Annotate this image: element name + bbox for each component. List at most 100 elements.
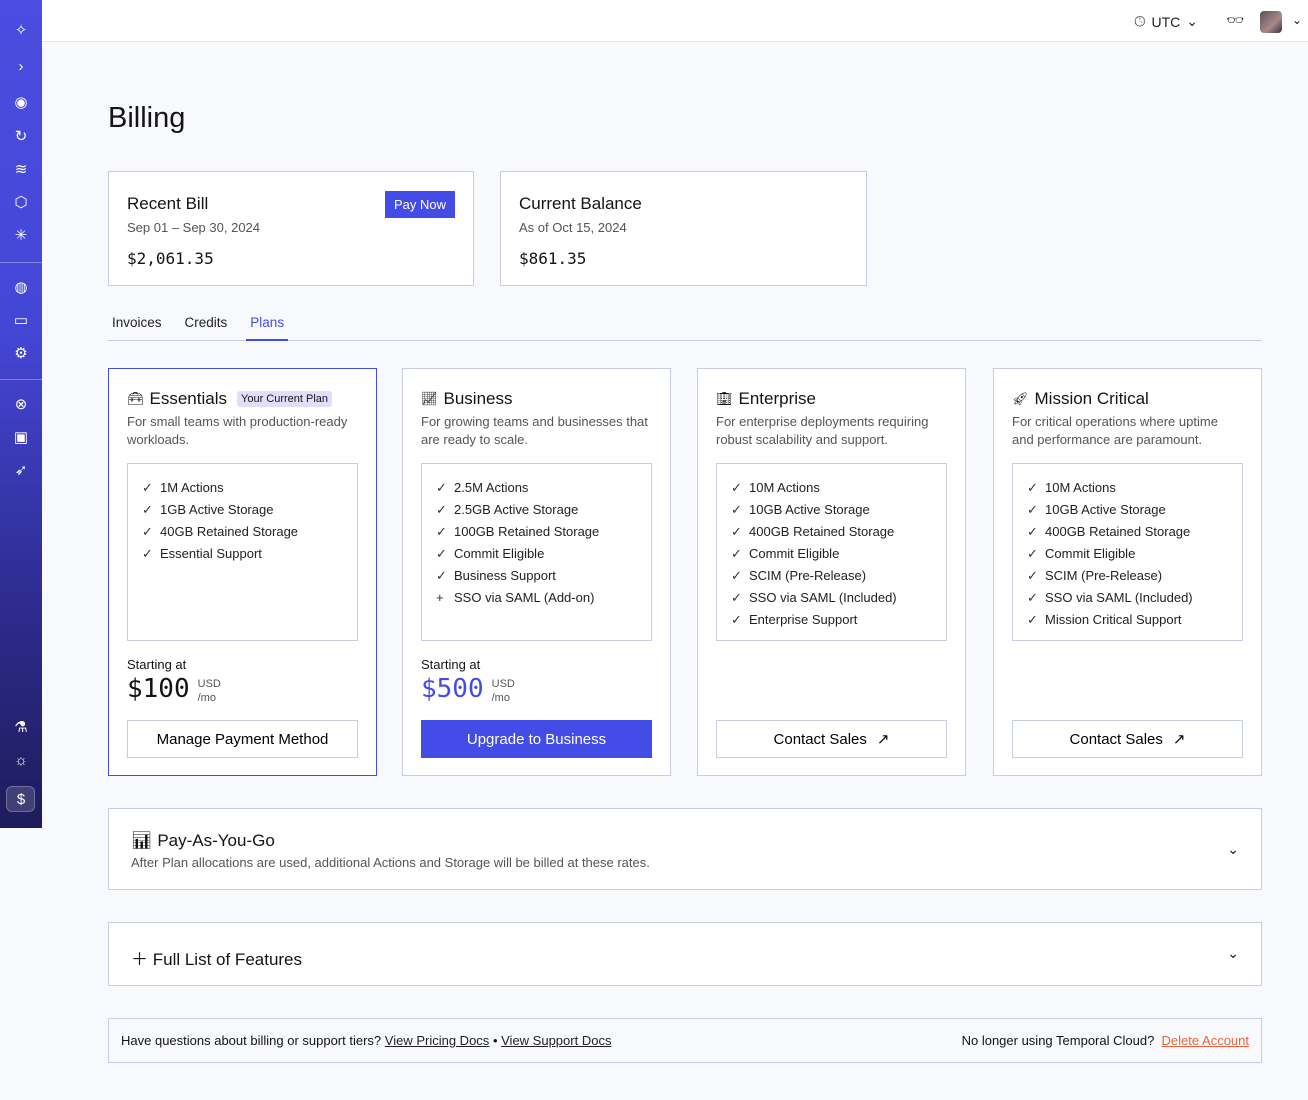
billing-nav-button[interactable]: $ — [6, 786, 35, 812]
chevron-down-icon[interactable]: ⌄ — [1227, 841, 1239, 857]
credit-card-icon[interactable]: ▭ — [13, 312, 29, 329]
bill-period: Sep 01 – Sep 30, 2024 — [127, 220, 261, 235]
button-label: Contact Sales — [1069, 730, 1163, 748]
plan-price: $500 USD/mo — [421, 674, 515, 705]
check-icon: ✓ — [731, 480, 742, 495]
check-icon: ✓ — [731, 612, 742, 627]
feature-item: ✓ 10GB Active Storage — [1027, 499, 1228, 521]
rocket-icon[interactable]: ➶ — [14, 462, 28, 479]
eye-icon[interactable]: ◉ — [14, 94, 28, 111]
check-icon: ✓ — [436, 502, 447, 517]
timezone-select[interactable]: 🕓︎ UTC ⌄ — [1134, 13, 1198, 30]
bill-amount: $2,061.35 — [127, 249, 214, 268]
timezone-label: UTC — [1151, 13, 1181, 30]
check-icon: ✓ — [142, 524, 153, 539]
feature-label: Commit Eligible — [1045, 546, 1136, 561]
lifebuoy-icon[interactable]: ⊗ — [14, 396, 28, 413]
manage-payment-method-button[interactable]: Manage Payment Method — [127, 720, 358, 758]
contact-sales-button[interactable]: Contact Sales ↗ — [716, 720, 947, 758]
feature-item: ✓ Enterprise Support — [731, 609, 932, 631]
compass-icon[interactable]: ✧ — [14, 22, 28, 39]
tab-credits[interactable]: Credits — [184, 315, 228, 330]
globe-icon[interactable]: ◍ — [14, 279, 28, 296]
feature-item: ✓ SSO via SAML (Included) — [731, 587, 932, 609]
plan-description: For growing teams and businesses that ar… — [421, 414, 648, 447]
cube-icon[interactable]: ⬡ — [14, 194, 28, 211]
glasses-icon[interactable]: 👓︎ — [1226, 12, 1244, 28]
tab-plans[interactable]: Plans — [246, 313, 289, 341]
feature-item: ✓ SSO via SAML (Included) — [1027, 587, 1228, 609]
feature-label: 400GB Retained Storage — [1045, 524, 1191, 539]
delete-account-link[interactable]: Delete Account — [1161, 1033, 1249, 1048]
plan-price: $100 USD/mo — [127, 674, 221, 705]
plan-name: Essentials — [149, 389, 227, 408]
check-icon: ✓ — [142, 480, 153, 495]
contact-sales-button[interactable]: Contact Sales ↗ — [1012, 720, 1243, 758]
chevron-down-icon[interactable]: ⌄ — [1291, 13, 1302, 27]
feature-list: ✓ 10M Actions ✓ 10GB Active Storage ✓ 400GB R… — [1012, 463, 1243, 641]
check-icon: ✓ — [142, 502, 153, 517]
plan-description: For critical operations where uptime and… — [1012, 414, 1218, 447]
plan-card-mission-critical: 🚀︎ Mission Critical For critical operation… — [993, 368, 1262, 776]
current-balance-card: Current Balance As of Oct 15, 2024 $861.… — [500, 171, 867, 286]
feature-item: ✓ Commit Eligible — [436, 543, 637, 565]
chevron-right-icon[interactable]: › — [18, 58, 24, 75]
billing-icon: $ — [16, 791, 26, 808]
feature-item: ✓ 2.5M Actions — [436, 477, 637, 499]
feature-item: ✓ Business Support — [436, 565, 637, 587]
history-icon[interactable]: ↻ — [14, 128, 28, 145]
feature-label: 2.5GB Active Storage — [454, 502, 579, 517]
accordion-title: Full List of Features — [152, 950, 303, 969]
plan-card-enterprise: 🏢︎ Enterprise For enterprise deployments r… — [697, 368, 966, 776]
feature-item: ✓ Commit Eligible — [731, 543, 932, 565]
feature-label: Mission Critical Support — [1045, 612, 1182, 627]
feature-item: ✓ 400GB Retained Storage — [731, 521, 932, 543]
feature-item: ✓ 400GB Retained Storage — [1027, 521, 1228, 543]
tab-invoices[interactable]: Invoices — [112, 315, 162, 330]
feature-label: Commit Eligible — [454, 546, 545, 561]
external-link-icon: ↗ — [876, 731, 890, 748]
asterisk-icon[interactable]: ✳ — [14, 227, 28, 244]
avatar[interactable] — [1260, 11, 1282, 33]
layers-icon[interactable]: ≋ — [14, 161, 28, 178]
feature-label: SSO via SAML (Included) — [749, 590, 897, 605]
check-icon: ✓ — [1027, 568, 1038, 583]
billing-footer: Have questions about billing or support … — [108, 1018, 1262, 1063]
starting-at-label: Starting at — [127, 657, 187, 672]
sidebar: ✧ › ◉ ↻ ≋ ⬡ ✳ ◍ ▭ ⚙ ⊗ ▣ ➶ ⚗ ☼ $ — [0, 0, 42, 828]
terminal-icon[interactable]: ▣ — [13, 429, 29, 446]
feature-item: ✓ 2.5GB Active Storage — [436, 499, 637, 521]
feature-label: 400GB Retained Storage — [749, 524, 895, 539]
pay-now-button[interactable]: Pay Now — [384, 191, 455, 218]
sun-icon[interactable]: ☼ — [14, 752, 28, 769]
sidebar-divider — [0, 262, 42, 263]
feature-item: ✓ 1M Actions — [142, 477, 343, 499]
feature-label: 2.5M Actions — [454, 480, 529, 495]
flask-icon[interactable]: ⚗ — [14, 719, 28, 736]
view-pricing-docs-link[interactable]: View Pricing Docs — [384, 1033, 490, 1048]
recent-bill-card: Recent Bill Sep 01 – Sep 30, 2024 $2,061… — [108, 171, 474, 286]
full-features-accordion[interactable]: ＋ Full List of Features ⌄ — [108, 922, 1262, 986]
feature-item: ✓ SCIM (Pre-Release) — [731, 565, 932, 587]
view-support-docs-link[interactable]: View Support Docs — [501, 1033, 612, 1048]
gear-icon[interactable]: ⚙ — [14, 345, 28, 362]
plan-name: Business — [443, 389, 513, 408]
plan-name: Enterprise — [738, 389, 816, 408]
currency: USD — [491, 678, 515, 690]
check-icon: ✓ — [436, 546, 447, 561]
pay-as-you-go-accordion[interactable]: 📊︎ Pay-As-You-Go After Plan allocations … — [108, 808, 1262, 890]
currency: USD — [197, 678, 221, 690]
accordion-description: After Plan allocations are used, additio… — [131, 855, 650, 870]
clock-icon: 🕓︎ — [1134, 13, 1146, 29]
separator: • — [492, 1033, 498, 1048]
billing-tabs: Invoices Credits Plans — [108, 313, 1262, 341]
chevron-down-icon[interactable]: ⌄ — [1227, 945, 1239, 961]
feature-label: 1M Actions — [160, 480, 224, 495]
upgrade-to-business-button[interactable]: Upgrade to Business — [421, 720, 652, 758]
bar-chart-icon: 📊︎ — [131, 831, 158, 850]
page-title: Billing — [108, 102, 186, 134]
price-period: /mo — [491, 692, 510, 704]
button-label: Manage Payment Method — [156, 730, 329, 748]
chevron-down-icon: ⌄ — [1186, 13, 1198, 29]
feature-label: SSO via SAML (Included) — [1045, 590, 1193, 605]
